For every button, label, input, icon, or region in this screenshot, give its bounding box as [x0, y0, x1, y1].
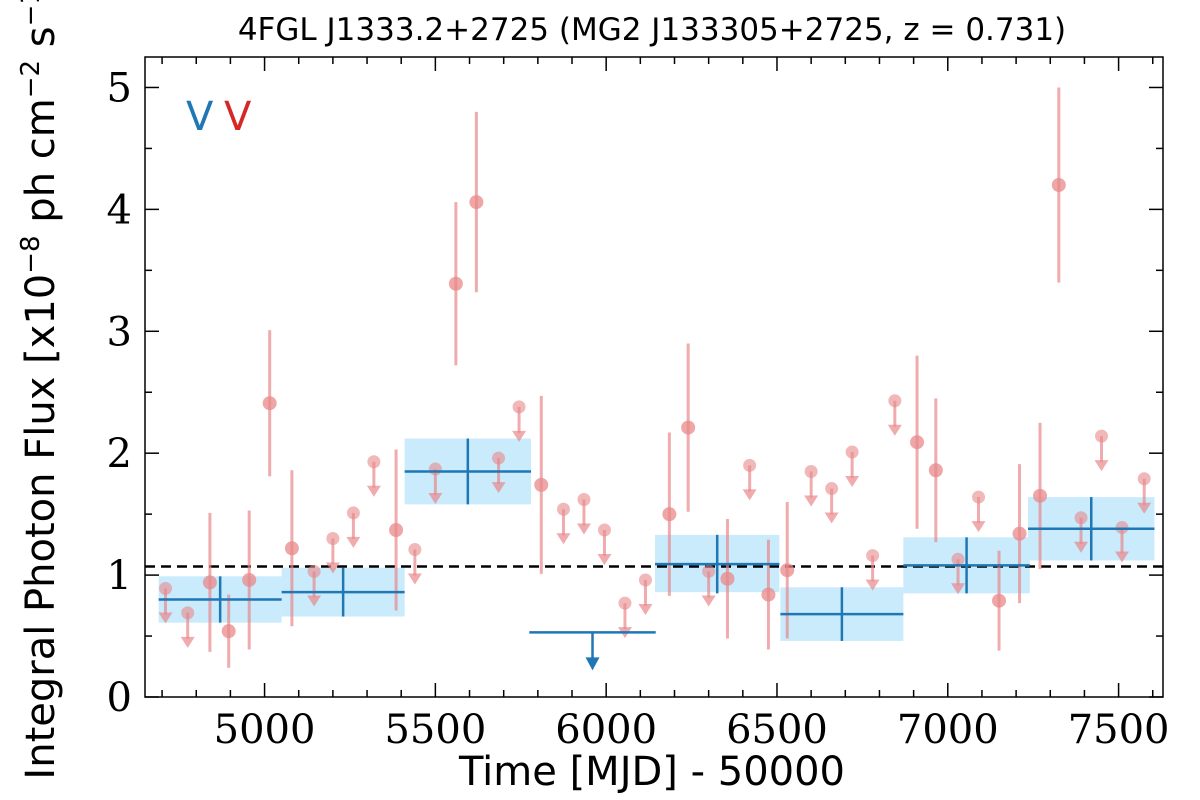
- short-bin-upper-limit-point: [158, 582, 172, 596]
- short-bin-upper-limit-arrow: [951, 583, 966, 595]
- short-bin-upper-limit-point: [702, 564, 716, 578]
- y-tick-label: 4: [107, 187, 132, 233]
- short-bin-upper-limit-arrow: [887, 424, 902, 436]
- long-bin-upper-limit-arrow: [585, 657, 600, 671]
- short-bin-upper-limit-arrow: [325, 562, 340, 574]
- short-bin-upper-limit-point: [408, 542, 422, 556]
- short-bin-point: [242, 572, 257, 587]
- short-bin-upper-limit-arrow: [366, 485, 381, 497]
- short-bin-point: [202, 575, 217, 590]
- short-bin-point: [780, 563, 795, 578]
- short-bin-point: [1012, 526, 1027, 541]
- plot-area: [145, 87, 1163, 671]
- short-bin-upper-limit-arrow: [556, 533, 571, 545]
- short-bin-upper-limit-point: [743, 458, 757, 472]
- short-bin-point: [262, 396, 277, 411]
- short-bin-upper-limit-point: [972, 490, 986, 504]
- short-bin-point: [720, 571, 735, 586]
- short-bin-point: [761, 587, 776, 602]
- short-bin-point: [221, 624, 236, 639]
- x-tick-label: 6000: [555, 707, 657, 753]
- short-bin-upper-limit-arrow: [804, 495, 819, 507]
- short-bin-upper-limit-arrow: [512, 430, 527, 442]
- short-bin-point: [928, 463, 943, 478]
- short-bin-upper-limit-point: [577, 493, 591, 507]
- short-bin-point: [448, 276, 463, 291]
- short-bin-upper-limit-point: [556, 502, 570, 516]
- short-bin-point: [992, 593, 1007, 608]
- short-bin-upper-limit-arrow: [180, 636, 195, 648]
- short-bin-upper-limit-arrow: [1115, 551, 1130, 563]
- y-axis-label: Integral Photon Flux [x10−8 ph cm−2 s−1]: [16, 0, 64, 780]
- short-bin-point: [681, 420, 696, 435]
- short-bin-point: [534, 477, 549, 492]
- x-tick-label: 7500: [1068, 707, 1170, 753]
- short-bin-upper-limit-arrow: [701, 595, 716, 607]
- short-bin-upper-limit-point: [888, 394, 902, 408]
- short-bin-upper-limit-point: [825, 482, 839, 496]
- short-bin-upper-limit-point: [326, 532, 340, 546]
- x-tick-label: 7000: [897, 707, 999, 753]
- short-bin-upper-limit-arrow: [491, 482, 506, 494]
- short-bin-upper-limit-arrow: [428, 493, 443, 505]
- legend-label-long-bins: V: [186, 94, 214, 140]
- short-bin-upper-limit-arrow: [1137, 502, 1152, 514]
- short-bin-point: [389, 522, 404, 537]
- short-bin-upper-limit-point: [346, 506, 360, 520]
- short-bin-upper-limit-point: [951, 552, 965, 566]
- y-tick-label: 1: [107, 553, 132, 599]
- short-bin-upper-limit-arrow: [158, 612, 173, 624]
- short-bin-upper-limit-point: [512, 400, 526, 414]
- short-bin-upper-limit-arrow: [865, 579, 880, 591]
- axes-frame: 5000 5500 6000 6500 7000 7500 0 1 2 3 4 5: [107, 56, 1170, 753]
- short-bin-upper-limit-arrow: [971, 521, 986, 533]
- short-bin-point: [284, 541, 299, 556]
- short-bin-upper-limit-arrow: [407, 573, 422, 585]
- short-bin-upper-limit-point: [367, 455, 381, 469]
- short-bin-upper-limit-point: [307, 564, 321, 578]
- short-bin-upper-limit-point: [181, 606, 195, 620]
- short-bin-upper-limit-arrow: [346, 536, 361, 548]
- x-tick-label: 5000: [214, 707, 316, 753]
- short-bin-upper-limit-point: [492, 451, 506, 465]
- short-bin-upper-limit-arrow: [638, 603, 653, 615]
- short-bin-point: [662, 507, 677, 522]
- x-axis-label: Time [MJD] - 50000: [458, 749, 845, 795]
- short-bin-upper-limit-arrow: [576, 523, 591, 535]
- short-bin-upper-limit-point: [804, 464, 818, 478]
- short-bin-point: [1033, 488, 1048, 503]
- short-bin-upper-limit-arrow: [307, 595, 322, 607]
- y-tick-label: 3: [107, 309, 132, 355]
- short-bin-upper-limit-point: [1095, 429, 1109, 443]
- short-bin-upper-limit-arrow: [824, 512, 839, 524]
- chart-title: 4FGL J1333.2+2725 (MG2 J133305+2725, z =…: [238, 12, 1066, 48]
- short-bin-upper-limit-point: [1137, 472, 1151, 486]
- y-tick-label: 5: [107, 65, 132, 111]
- short-bin-upper-limit-arrow: [1094, 460, 1109, 472]
- short-bin-upper-limit-point: [618, 596, 632, 610]
- short-bin-point: [910, 435, 925, 450]
- short-bin-upper-limit-point: [428, 462, 442, 476]
- short-bin-upper-limit-point: [638, 573, 652, 587]
- plot-frame: [144, 56, 1164, 698]
- short-bin-point: [1051, 178, 1066, 192]
- x-tick-label: 5500: [384, 707, 486, 753]
- short-bin-upper-limit-arrow: [1074, 541, 1089, 553]
- short-bin-upper-limit-point: [1074, 511, 1088, 525]
- short-bin-upper-limit-point: [845, 445, 859, 459]
- short-bin-upper-limit-point: [597, 523, 611, 537]
- short-bin-upper-limit-point: [866, 549, 880, 563]
- short-bin-point: [469, 195, 484, 210]
- x-tick-label: 6500: [726, 707, 828, 753]
- legend-label-short-bins: V: [224, 94, 252, 140]
- short-bin-upper-limit-arrow: [845, 475, 860, 487]
- y-tick-label: 0: [107, 675, 132, 721]
- y-tick-label: 2: [107, 431, 132, 477]
- short-bin-upper-limit-arrow: [742, 489, 757, 501]
- short-bin-upper-limit-arrow: [597, 553, 612, 565]
